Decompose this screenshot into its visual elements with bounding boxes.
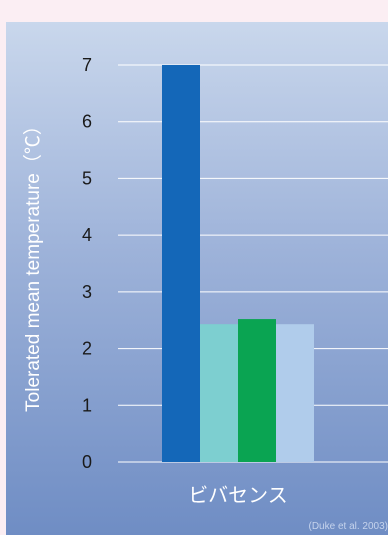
y-tick-label: 4 bbox=[82, 225, 92, 245]
chart-panel: 0 1 2 3 4 5 6 7 Tolerated mean temperature（℃） ビ… bbox=[6, 22, 388, 535]
source-note: (Duke et al. 2003) bbox=[309, 521, 388, 532]
bar bbox=[200, 324, 238, 462]
bar-chart: 0 1 2 3 4 5 6 7 Tolerated mean temperature（℃） ビ… bbox=[22, 55, 388, 532]
category-label: ビバセンス bbox=[188, 483, 288, 507]
y-tick-label: 7 bbox=[82, 55, 92, 75]
y-tick-label: 5 bbox=[82, 168, 92, 188]
y-axis-label: Tolerated mean temperature（℃） bbox=[22, 116, 44, 412]
y-tick-label: 1 bbox=[82, 395, 92, 415]
bar bbox=[276, 324, 314, 462]
bar bbox=[162, 65, 200, 462]
bars bbox=[162, 65, 314, 462]
y-tick-label: 6 bbox=[82, 112, 92, 132]
y-tick-label: 2 bbox=[82, 339, 92, 359]
y-tick-label: 3 bbox=[82, 282, 92, 302]
y-tick-label: 0 bbox=[82, 452, 92, 472]
y-tick-labels: 0 1 2 3 4 5 6 7 bbox=[82, 55, 92, 472]
bar bbox=[238, 319, 276, 462]
